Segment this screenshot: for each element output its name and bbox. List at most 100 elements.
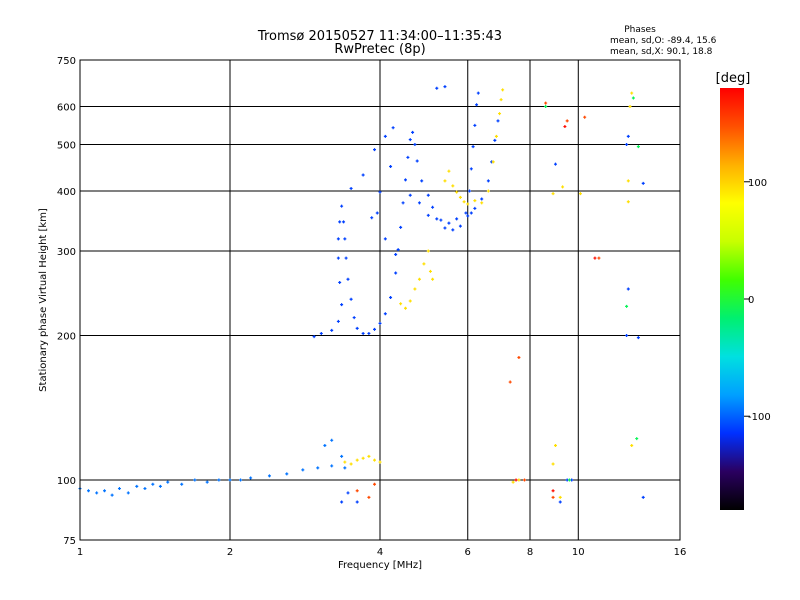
data-point — [435, 86, 439, 90]
data-point — [476, 91, 480, 95]
data-point — [626, 287, 630, 291]
data-point — [626, 134, 630, 138]
data-point — [394, 271, 398, 275]
data-point — [464, 211, 468, 215]
data-point — [551, 495, 555, 499]
data-point — [630, 444, 634, 448]
data-point — [355, 489, 359, 493]
data-point — [338, 220, 342, 224]
plot-frame — [79, 59, 681, 541]
data-point — [166, 480, 170, 484]
data-point — [471, 145, 475, 149]
x-tick-label: 6 — [465, 547, 471, 558]
data-point — [367, 331, 371, 335]
data-point — [95, 491, 99, 495]
data-point — [420, 179, 424, 183]
data-point — [401, 201, 405, 205]
data-point — [249, 476, 253, 480]
data-point — [413, 287, 417, 291]
data-point — [349, 186, 353, 190]
data-point — [312, 335, 316, 339]
data-point — [158, 484, 162, 488]
data-point — [408, 299, 412, 303]
data-point — [205, 480, 209, 484]
data-point — [378, 460, 382, 464]
y-tick-label: 100 — [57, 476, 76, 487]
data-point — [406, 155, 410, 159]
data-point — [383, 312, 387, 316]
data-point — [514, 478, 518, 482]
y-tick-label: 750 — [57, 56, 76, 67]
data-point — [143, 487, 147, 491]
data-point — [473, 206, 477, 210]
data-point — [544, 101, 548, 105]
data-point — [383, 237, 387, 241]
data-point — [498, 112, 502, 116]
data-point — [346, 277, 350, 281]
data-point — [443, 85, 447, 89]
colorbar — [720, 88, 744, 510]
data-point — [486, 179, 490, 183]
data-point — [343, 237, 347, 241]
data-point — [462, 200, 466, 204]
data-point — [336, 256, 340, 260]
data-point — [367, 454, 371, 458]
data-point — [517, 478, 521, 482]
data-point — [636, 145, 640, 149]
data-point — [431, 205, 435, 209]
data-point — [625, 304, 629, 308]
data-point — [408, 138, 412, 142]
data-point — [558, 495, 562, 499]
data-point — [508, 380, 512, 384]
x-tick-label: 1 — [77, 547, 83, 558]
data-point — [336, 319, 340, 323]
data-point — [635, 437, 639, 441]
data-point — [378, 321, 382, 325]
data-point — [267, 474, 271, 478]
data-point — [468, 189, 472, 193]
data-point — [630, 91, 634, 95]
data-point — [352, 316, 356, 320]
data-point — [428, 269, 432, 273]
data-point — [447, 169, 451, 173]
data-point — [475, 103, 479, 107]
data-point — [361, 173, 365, 177]
data-point — [391, 126, 395, 130]
data-point — [480, 197, 484, 201]
data-point — [228, 478, 232, 482]
data-point — [486, 189, 490, 193]
data-point — [217, 478, 221, 482]
y-tick-label: 600 — [57, 103, 76, 114]
data-point — [135, 484, 139, 488]
colorbar-tick-label: 0 — [748, 295, 754, 306]
data-point — [466, 214, 470, 218]
data-point — [403, 306, 407, 310]
data-point — [399, 225, 403, 229]
data-point — [408, 193, 412, 197]
colorbar-ticks: 100 0 -100 — [744, 178, 771, 423]
data-point — [435, 217, 439, 221]
data-point — [578, 192, 582, 196]
data-point — [636, 336, 640, 340]
data-point — [544, 105, 548, 109]
data-point — [469, 167, 473, 171]
chart-title: Tromsø 20150527 11:34:00–11:35:43 — [257, 29, 502, 44]
data-point — [355, 500, 359, 504]
data-point — [180, 482, 184, 486]
data-point — [426, 249, 430, 253]
data-point — [340, 204, 344, 208]
data-point — [323, 444, 327, 448]
data-point — [641, 495, 645, 499]
data-point — [491, 160, 495, 164]
data-point — [330, 328, 334, 332]
stats-x-mode: mean, sd,X: 90.1, 18.8 — [610, 47, 713, 57]
stats-o-mode: mean, sd,O: -89.4, 15.6 — [610, 36, 717, 46]
data-point — [494, 134, 498, 138]
data-point — [383, 134, 387, 138]
data-point — [551, 489, 555, 493]
data-point — [373, 327, 377, 331]
data-point — [593, 256, 597, 260]
data-point — [110, 493, 114, 497]
data-point — [558, 500, 562, 504]
